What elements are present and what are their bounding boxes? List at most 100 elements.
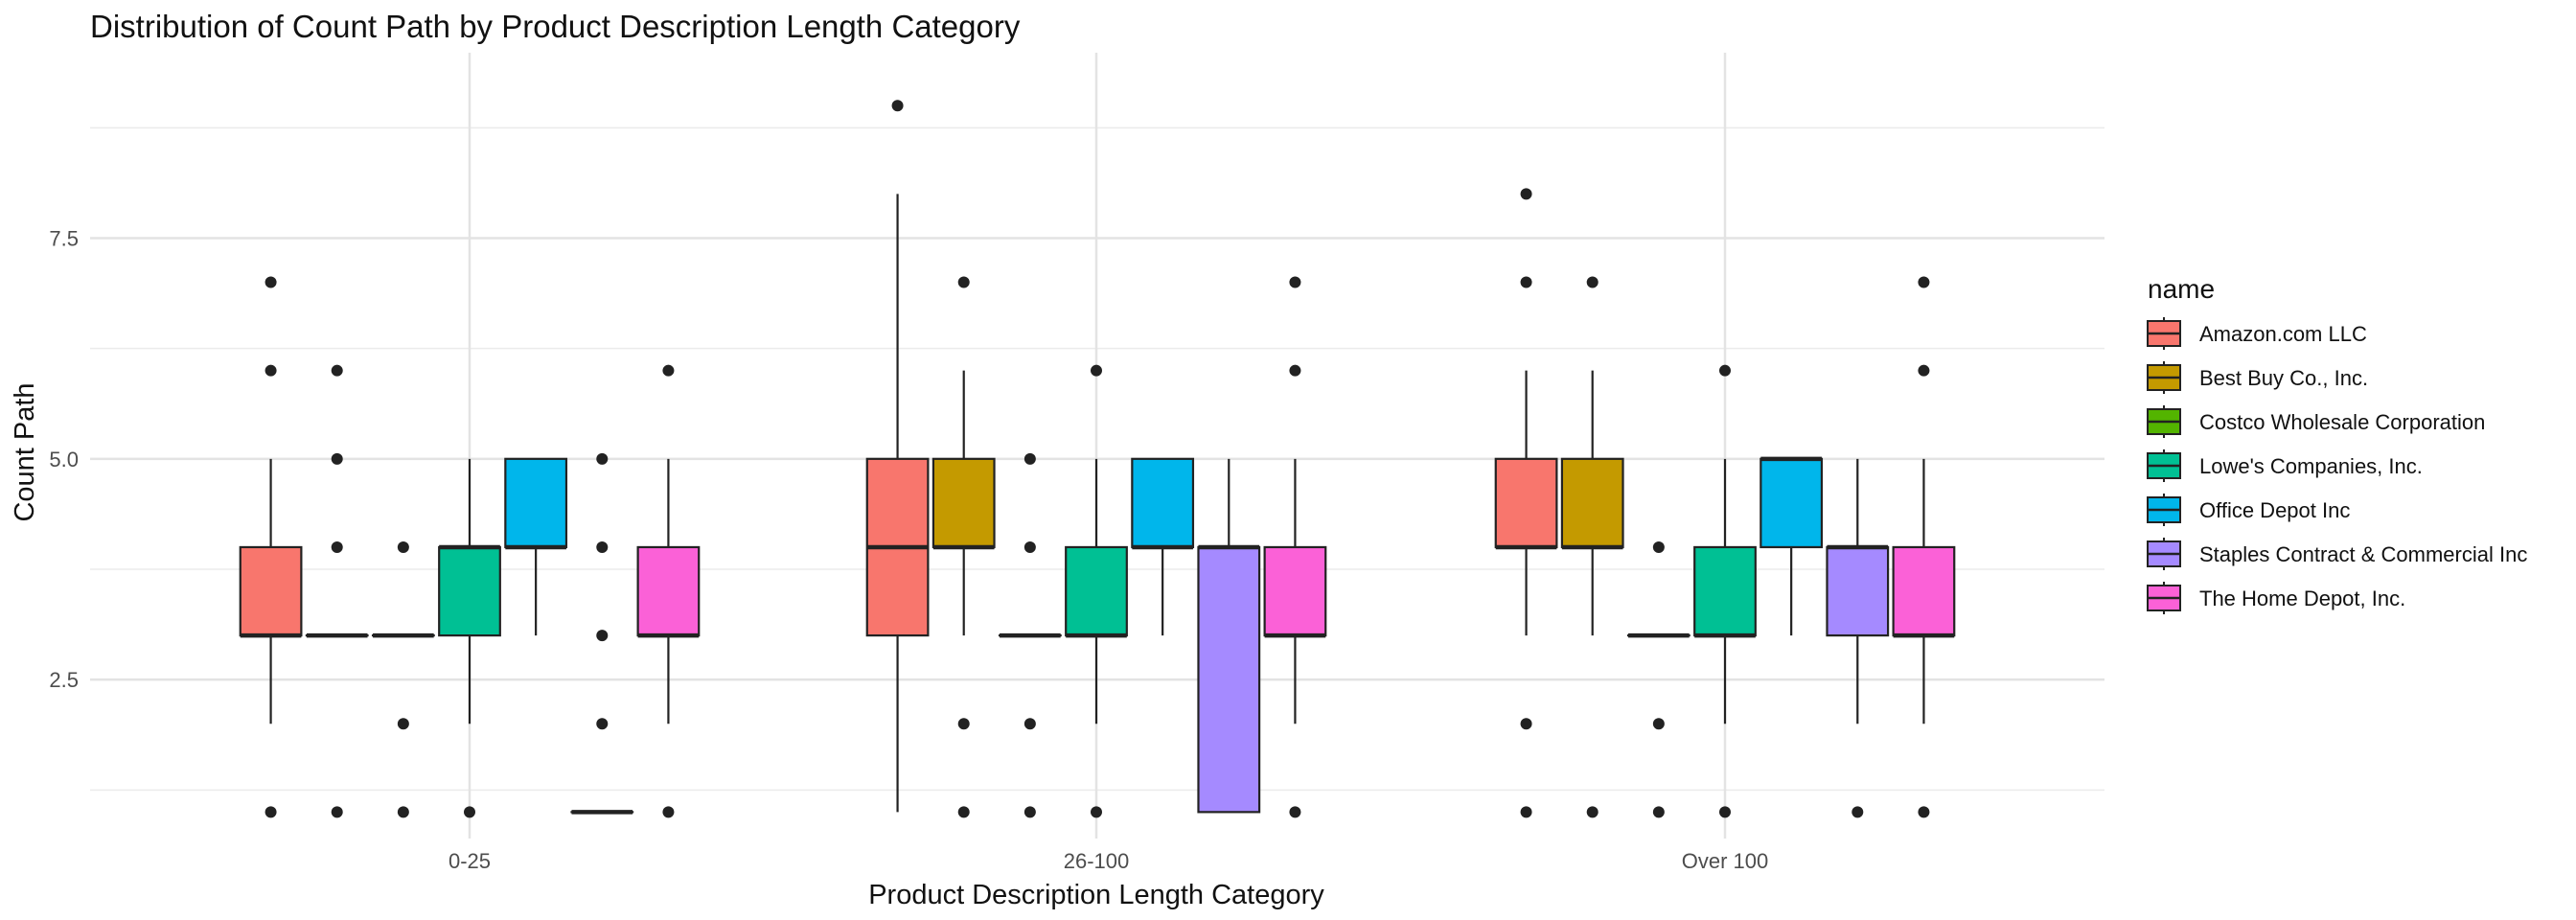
chart-title: Distribution of Count Path by Product De… <box>90 9 1021 44</box>
box <box>1760 456 1824 636</box>
outlier-point <box>957 718 970 730</box>
outlier-point <box>1652 806 1665 818</box>
outlier-point <box>596 718 609 730</box>
box-body <box>1760 457 1824 549</box>
outlier-point <box>1918 276 1930 288</box>
box <box>1693 364 1757 818</box>
box-body <box>636 545 701 637</box>
y-tick-label: 7.5 <box>49 226 79 250</box>
outlier-point <box>331 540 343 553</box>
outlier-point <box>957 806 970 818</box>
box <box>1065 364 1128 818</box>
outlier-point <box>1719 806 1731 818</box>
legend-label: Amazon.com LLC <box>2199 322 2367 346</box>
outlier-point <box>1289 806 1301 818</box>
series-group <box>636 276 1956 818</box>
legend-item: Office Depot Inc <box>2147 494 2350 526</box>
outlier-point <box>1918 806 1930 818</box>
outlier-point <box>596 540 609 553</box>
y-tick-label: 5.0 <box>49 448 79 472</box>
outlier-point <box>1918 364 1930 377</box>
box-body <box>239 545 303 637</box>
outlier-point <box>1024 540 1036 553</box>
box-body <box>1892 545 1956 637</box>
outlier-point <box>1586 806 1598 818</box>
series-group <box>438 364 1757 818</box>
outlier-point <box>331 806 343 818</box>
outlier-point <box>1586 276 1598 288</box>
series-group <box>239 100 1558 818</box>
outlier-point <box>397 540 409 553</box>
box-groups <box>239 100 1956 818</box>
legend-items: Amazon.com LLC Best Buy Co., Inc. Costco W… <box>2147 317 2527 614</box>
outlier-point <box>1091 806 1102 818</box>
y-tick-label: 2.5 <box>49 668 79 692</box>
outlier-point <box>1520 806 1532 818</box>
box <box>1560 276 1624 818</box>
outlier-point <box>1520 188 1532 200</box>
outlier-point <box>464 806 475 818</box>
outlier-point <box>957 276 970 288</box>
box <box>438 458 501 818</box>
legend-item: Staples Contract & Commercial Inc <box>2147 538 2527 570</box>
box-body <box>1131 457 1195 549</box>
outlier-point <box>596 630 609 642</box>
box <box>371 540 435 818</box>
legend-item: Costco Wholesale Corporation <box>2147 405 2485 438</box>
x-tick-label: Over 100 <box>1682 849 1769 873</box>
outlier-point <box>1520 276 1532 288</box>
outlier-point <box>331 452 343 465</box>
x-tick-label: 0-25 <box>448 849 491 873</box>
outlier-point <box>1652 718 1665 730</box>
outlier-point <box>596 452 609 465</box>
outlier-point <box>331 364 343 377</box>
legend-label: Lowe's Companies, Inc. <box>2199 454 2423 478</box>
box <box>636 364 701 818</box>
outlier-point <box>264 806 277 818</box>
outlier-point <box>1652 540 1665 553</box>
outlier-point <box>1289 276 1301 288</box>
outlier-point <box>1024 806 1036 818</box>
box <box>1626 540 1690 818</box>
box-body <box>1197 545 1261 814</box>
outlier-point <box>1520 718 1532 730</box>
legend-item: Best Buy Co., Inc. <box>2147 361 2368 394</box>
box <box>998 452 1062 818</box>
outlier-point <box>1024 452 1036 465</box>
legend-item: Amazon.com LLC <box>2147 317 2367 350</box>
box-body <box>438 545 501 637</box>
legend-label: The Home Depot, Inc. <box>2199 586 2405 610</box>
box <box>305 364 369 818</box>
outlier-point <box>264 364 277 377</box>
legend-label: Best Buy Co., Inc. <box>2199 366 2368 390</box>
box <box>1826 458 1890 818</box>
legend-title: name <box>2148 274 2215 304</box>
outlier-point <box>662 806 675 818</box>
legend: name Amazon.com LLC Best Buy Co., Inc. Cos… <box>2147 274 2527 614</box>
box <box>1892 276 1956 818</box>
box <box>865 100 930 813</box>
outlier-point <box>662 364 675 377</box>
outlier-point <box>1289 364 1301 377</box>
x-tick-label: 26-100 <box>1064 849 1130 873</box>
box-body <box>1560 457 1624 549</box>
outlier-point <box>264 276 277 288</box>
legend-label: Staples Contract & Commercial Inc <box>2199 542 2527 566</box>
box <box>1494 188 1558 818</box>
series-group <box>305 276 1624 818</box>
box-body <box>1826 545 1890 637</box>
outlier-point <box>397 806 409 818</box>
box <box>239 276 303 818</box>
x-axis-title: Product Description Length Category <box>868 880 1324 910</box>
box-body <box>504 457 568 549</box>
box <box>504 457 568 636</box>
legend-label: Office Depot Inc <box>2199 498 2350 522</box>
outlier-point <box>1719 364 1731 377</box>
legend-item: Lowe's Companies, Inc. <box>2147 449 2423 482</box>
series-group <box>371 452 1690 818</box>
box-body <box>932 457 996 549</box>
y-axis-title: Count Path <box>10 382 40 521</box>
box-body <box>1494 457 1558 549</box>
